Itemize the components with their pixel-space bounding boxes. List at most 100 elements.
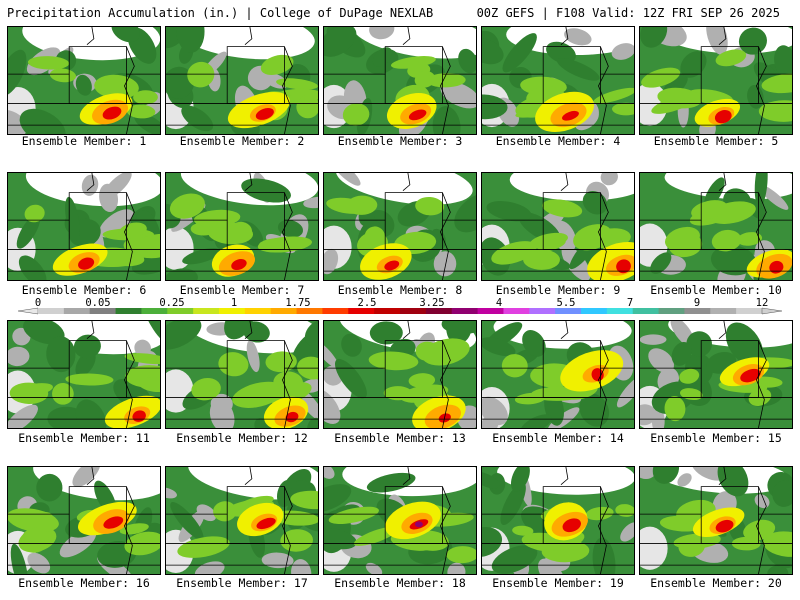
ensemble-map-panel <box>323 172 477 281</box>
colorbar-swatch <box>606 308 634 314</box>
ensemble-member-label: Ensemble Member: 20 <box>650 576 782 590</box>
colorbar-tick-label: 12 <box>756 297 769 309</box>
ensemble-member-label: Ensemble Member: 2 <box>179 134 305 148</box>
ensemble-member-label: Ensemble Member: 14 <box>492 431 624 445</box>
ensemble-map-panel <box>165 172 319 281</box>
colorbar-swatch <box>503 308 530 314</box>
precip-field <box>8 467 160 574</box>
ensemble-member-label: Ensemble Member: 18 <box>334 576 466 590</box>
precip-field <box>482 321 634 428</box>
colorbar-swatch <box>89 308 117 314</box>
colorbar-swatch <box>296 308 323 314</box>
run-info: 00Z GEFS | F108 Valid: 12Z FRI SEP 26 20… <box>476 6 780 20</box>
ensemble-member-label: Ensemble Member: 10 <box>650 283 782 297</box>
colorbar-swatch <box>348 308 375 314</box>
colorbar-swatch <box>451 308 479 314</box>
colorbar-tick-label: 0 <box>35 297 41 309</box>
colorbar-swatch <box>555 308 582 314</box>
colorbar-swatch <box>684 308 711 314</box>
precip-field <box>324 321 476 428</box>
colorbar-swatch <box>529 308 556 314</box>
colorbar-tick-label: 1 <box>231 297 237 309</box>
colorbar-tick-label: 5.5 <box>557 297 576 309</box>
colorbar-swatch <box>374 308 401 314</box>
colorbar-tick-label: 0.05 <box>85 297 110 309</box>
ensemble-member-label: Ensemble Member: 8 <box>337 283 463 297</box>
ensemble-map-panel <box>639 26 793 135</box>
colorbar-swatch <box>244 308 272 314</box>
precip-field <box>640 467 792 574</box>
ensemble-member-label: Ensemble Member: 11 <box>18 431 150 445</box>
ensemble-map-panel <box>7 466 161 575</box>
precip-field <box>166 321 318 428</box>
ensemble-map-panel <box>481 26 635 135</box>
precip-field <box>324 467 476 574</box>
colorbar-swatch <box>632 308 660 314</box>
ensemble-member-label: Ensemble Member: 16 <box>18 576 150 590</box>
precip-field <box>640 321 792 428</box>
precip-field <box>8 321 160 428</box>
ensemble-map-panel <box>323 26 477 135</box>
precip-field <box>166 467 318 574</box>
ensemble-map-panel <box>7 320 161 429</box>
ensemble-map-panel <box>7 26 161 135</box>
colorbar-tick-label: 7 <box>627 297 633 309</box>
colorbar-swatch <box>581 308 608 314</box>
colorbar-tick-label: 1.75 <box>285 297 310 309</box>
ensemble-map-panel <box>165 26 319 135</box>
colorbar-swatch <box>710 308 737 314</box>
colorbar-swatch <box>63 308 91 314</box>
ensemble-map-panel <box>165 466 319 575</box>
precip-field <box>166 173 318 280</box>
colorbar-swatch <box>167 308 194 314</box>
colorbar-swatch <box>425 308 453 314</box>
colorbar-swatch <box>115 308 142 314</box>
ensemble-member-label: Ensemble Member: 1 <box>21 134 147 148</box>
colorbar-swatch <box>736 308 763 314</box>
colorbar-tick-label: 3.25 <box>419 297 444 309</box>
precip-field <box>8 173 160 280</box>
colorbar-tick-label: 9 <box>694 297 700 309</box>
precip-field <box>324 173 476 280</box>
colorbar-swatch <box>141 308 168 314</box>
precip-field <box>166 27 318 134</box>
ensemble-member-label: Ensemble Member: 3 <box>337 134 463 148</box>
ensemble-member-label: Ensemble Member: 15 <box>650 431 782 445</box>
ensemble-map-panel <box>639 172 793 281</box>
ensemble-member-label: Ensemble Member: 19 <box>492 576 624 590</box>
precip-field <box>482 173 634 280</box>
colorbar-swatch <box>270 308 298 314</box>
ensemble-member-label: Ensemble Member: 5 <box>653 134 779 148</box>
colorbar-swatch <box>219 308 246 314</box>
colorbar-tick-label: 0.25 <box>159 297 184 309</box>
colorbar-tick-label: 2.5 <box>358 297 377 309</box>
ensemble-map-panel <box>639 466 793 575</box>
ensemble-member-label: Ensemble Member: 13 <box>334 431 466 445</box>
colorbar-swatch <box>193 308 220 314</box>
ensemble-map-panel <box>639 320 793 429</box>
colorbar-max-arrow <box>761 307 783 315</box>
colorbar-swatch <box>38 308 65 314</box>
ensemble-member-label: Ensemble Member: 12 <box>176 431 308 445</box>
precip-field <box>324 27 476 134</box>
colorbar-swatch <box>477 308 504 314</box>
ensemble-map-panel <box>481 466 635 575</box>
colorbar-swatch <box>658 308 685 314</box>
colorbar-swatch <box>400 308 427 314</box>
ensemble-member-label: Ensemble Member: 6 <box>21 283 147 297</box>
ensemble-map-panel <box>165 320 319 429</box>
map-title: Precipitation Accumulation (in.) | Colle… <box>7 6 434 20</box>
precip-field <box>482 467 634 574</box>
precip-colorbar: 0 0.05 0.25 1 1.75 2.5 3.25 4 5.5 7 9 12 <box>0 297 800 319</box>
precip-field <box>640 27 792 134</box>
colorbar-swatch <box>322 308 349 314</box>
ensemble-map-panel <box>323 466 477 575</box>
colorbar-tick-label: 4 <box>496 297 502 309</box>
ensemble-map-panel <box>481 320 635 429</box>
ensemble-map-panel <box>481 172 635 281</box>
ensemble-member-label: Ensemble Member: 9 <box>495 283 621 297</box>
ensemble-member-label: Ensemble Member: 7 <box>179 283 305 297</box>
ensemble-member-label: Ensemble Member: 17 <box>176 576 308 590</box>
ensemble-map-panel <box>7 172 161 281</box>
ensemble-map-panel <box>323 320 477 429</box>
